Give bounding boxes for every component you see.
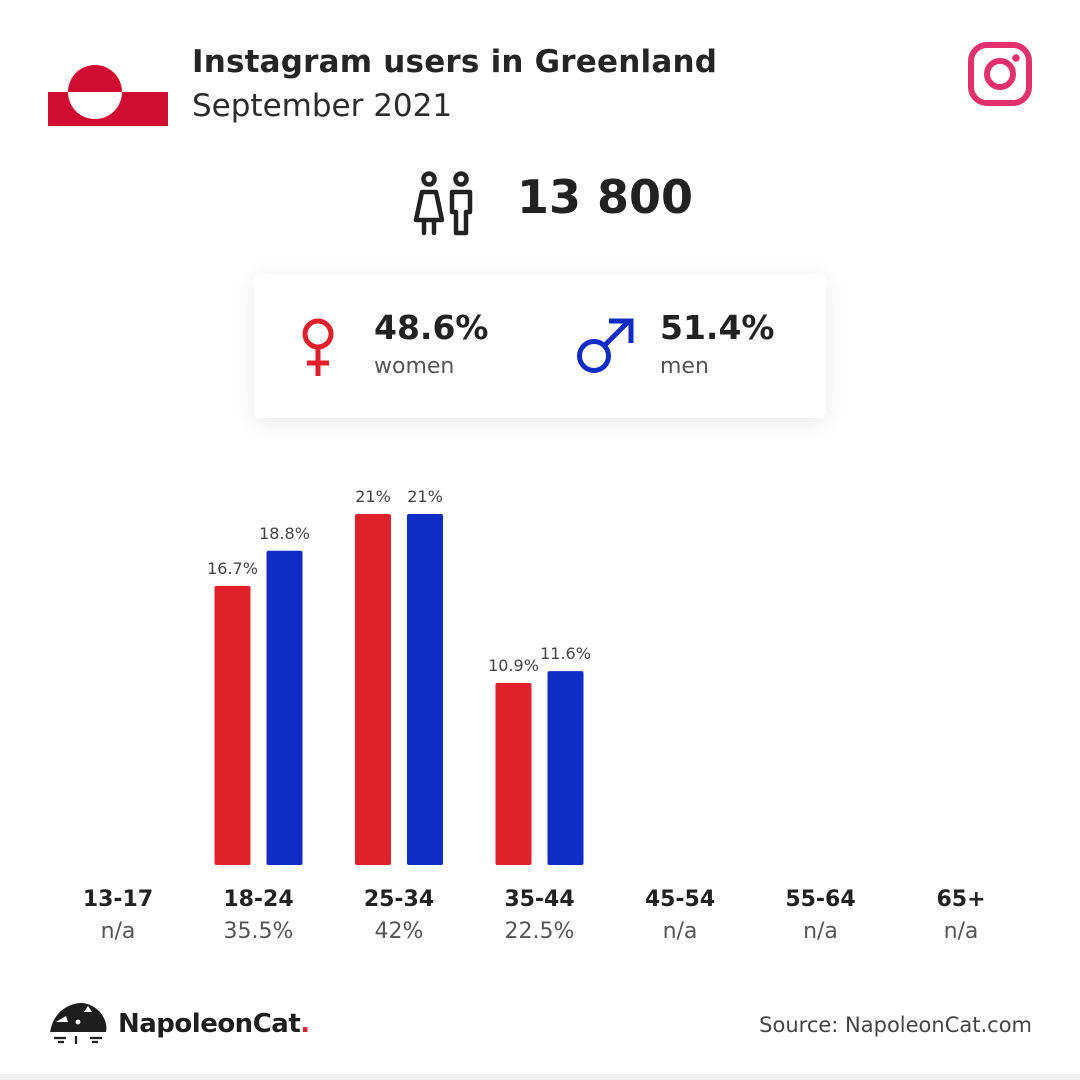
x-tick-label: 13-17 xyxy=(83,887,153,912)
women-label: women xyxy=(374,354,455,379)
female-symbol-icon xyxy=(302,318,334,376)
x-tick-label: 55-64 xyxy=(785,887,855,912)
male-symbol-icon xyxy=(577,318,634,373)
bar-value-label: 18.8% xyxy=(259,524,310,543)
x-tick-label: 45-54 xyxy=(645,887,715,912)
page-subtitle: September 2021 xyxy=(192,88,453,124)
x-tick-label: 35-44 xyxy=(504,887,574,912)
source-note: Source: NapoleonCat.com xyxy=(759,1013,1032,1037)
men-percentage: 51.4% xyxy=(660,308,775,347)
instagram-icon xyxy=(968,42,1032,106)
women-percentage: 48.6% xyxy=(374,308,489,347)
bar-25-34-women xyxy=(355,514,391,865)
category-total-label: 42% xyxy=(375,919,424,944)
category-total-label: n/a xyxy=(803,919,838,944)
brand-name: NapoleonCat. xyxy=(118,1009,310,1039)
bar-value-label: 16.7% xyxy=(207,559,258,578)
category-total-label: 22.5% xyxy=(505,919,575,944)
x-tick-label: 25-34 xyxy=(364,887,434,912)
men-label: men xyxy=(660,354,709,379)
bar-value-label: 11.6% xyxy=(540,644,591,663)
bar-35-44-men xyxy=(547,671,584,865)
x-tick-label: 18-24 xyxy=(223,887,293,912)
bar-35-44-women xyxy=(495,682,532,865)
age-distribution-chart: 13-17 n/a 16.7%18.8% 18-24 35.5% 21% 21% 25-34 4… xyxy=(83,487,986,944)
bar-value-label: 21% xyxy=(407,487,443,506)
bar-value-label: 21% xyxy=(355,487,391,506)
brand-name-text: NapoleonCat xyxy=(118,1009,301,1039)
total-users-value: 13 800 xyxy=(517,170,694,224)
bar-value-label: 10.9% xyxy=(488,656,539,675)
greenland-flag-icon xyxy=(48,58,168,126)
users-icon xyxy=(413,171,473,236)
gender-card: 48.6% women 51.4% men xyxy=(254,274,826,418)
category-total-label: n/a xyxy=(663,919,698,944)
bar-18-24-women xyxy=(214,585,251,865)
napoleoncat-logo-icon xyxy=(50,1003,107,1044)
bar-18-24-men xyxy=(266,550,303,865)
brand-dot: . xyxy=(300,1009,310,1039)
bottom-strip xyxy=(0,1074,1080,1080)
page-title: Instagram users in Greenland xyxy=(192,44,718,80)
category-total-label: 35.5% xyxy=(224,919,294,944)
bar-25-34-men xyxy=(407,514,443,865)
category-total-label: n/a xyxy=(944,919,979,944)
x-tick-label: 65+ xyxy=(936,887,985,912)
category-total-label: n/a xyxy=(101,919,136,944)
